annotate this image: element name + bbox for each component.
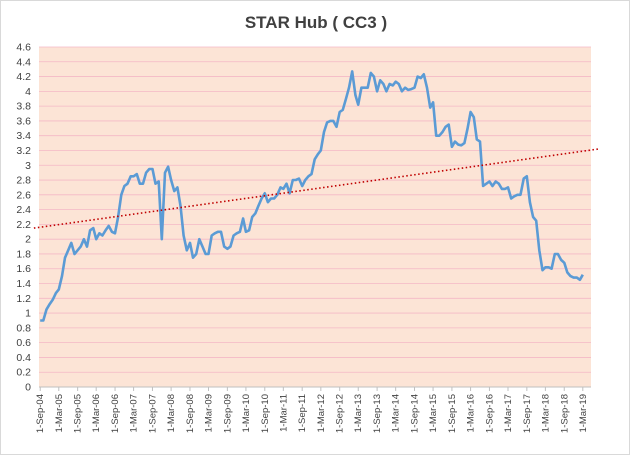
x-tick-label: 1-Sep-15 <box>447 394 458 433</box>
x-tick-label: 1-Mar-05 <box>54 394 65 433</box>
y-tick-label: 4.6 <box>16 42 31 54</box>
x-tick-label: 1-Sep-11 <box>297 394 308 432</box>
x-tick-label: 1-Sep-14 <box>410 394 421 433</box>
x-axis: 1-Sep-04 1-Mar-05 1-Sep-05 1-Mar-06 1-Sep-06… <box>35 387 589 433</box>
x-tick-label: 1-Sep-16 <box>484 394 495 433</box>
x-tick-label: 1-Mar-11 <box>278 394 289 432</box>
x-tick-label: 1-Mar-15 <box>428 394 439 433</box>
y-tick-label: 1 <box>25 308 31 320</box>
x-tick-label: 1-Sep-18 <box>559 394 570 433</box>
y-tick-label: 2.8 <box>16 175 31 187</box>
y-tick-label: 3.4 <box>16 130 31 142</box>
plot-area-background <box>39 47 591 387</box>
x-tick-label: 1-Sep-07 <box>147 394 158 433</box>
x-tick-label: 1-Mar-08 <box>166 394 177 433</box>
y-tick-label: 1.2 <box>16 293 31 305</box>
x-tick-label: 1-Mar-14 <box>391 394 402 433</box>
x-tick-label: 1-Sep-04 <box>35 394 46 433</box>
y-tick-label: 2 <box>25 234 31 246</box>
x-tick-label: 1-Sep-17 <box>522 394 533 433</box>
y-tick-label: 0.4 <box>16 352 31 364</box>
y-tick-label: 1.4 <box>16 278 31 290</box>
x-tick-label: 1-Mar-10 <box>241 394 252 433</box>
x-tick-label: 1-Mar-16 <box>466 394 477 433</box>
y-tick-label: 1.6 <box>16 263 31 275</box>
x-tick-label: 1-Mar-07 <box>129 394 140 433</box>
x-tick-label: 1-Sep-08 <box>185 394 196 433</box>
y-tick-label: 1.8 <box>16 248 31 260</box>
y-tick-label: 4.4 <box>16 56 31 68</box>
x-tick-label: 1-Mar-06 <box>91 394 102 433</box>
x-tick-label: 1-Sep-12 <box>335 394 346 433</box>
x-tick-label: 1-Mar-13 <box>353 394 364 433</box>
x-tick-label: 1-Mar-19 <box>578 394 589 433</box>
y-tick-label: 0.2 <box>16 367 31 379</box>
y-tick-label: 0.6 <box>16 337 31 349</box>
y-tick-label: 3 <box>25 160 31 172</box>
x-tick-label: 1-Sep-09 <box>222 394 233 433</box>
y-tick-label: 2.4 <box>16 204 31 216</box>
y-tick-label: 2.2 <box>16 219 31 231</box>
x-tick-label: 1-Sep-10 <box>260 394 271 433</box>
x-tick-label: 1-Mar-12 <box>316 394 327 433</box>
y-tick-label: 2.6 <box>16 189 31 201</box>
y-tick-label: 0 <box>25 382 31 394</box>
y-tick-label: 4 <box>25 86 31 98</box>
x-tick-label: 1-Sep-13 <box>372 394 383 433</box>
y-tick-label: 4.2 <box>16 71 31 83</box>
y-tick-label: 3.6 <box>16 115 31 127</box>
x-tick-label: 1-Mar-09 <box>204 394 215 433</box>
y-tick-label: 3.2 <box>16 145 31 157</box>
y-tick-label: 0.8 <box>16 322 31 334</box>
y-tick-label: 3.8 <box>16 101 31 113</box>
x-tick-label: 1-Mar-18 <box>540 394 551 433</box>
x-tick-label: 1-Sep-06 <box>110 394 121 433</box>
x-tick-label: 1-Mar-17 <box>503 394 514 433</box>
x-tick-label: 1-Sep-05 <box>73 394 84 433</box>
